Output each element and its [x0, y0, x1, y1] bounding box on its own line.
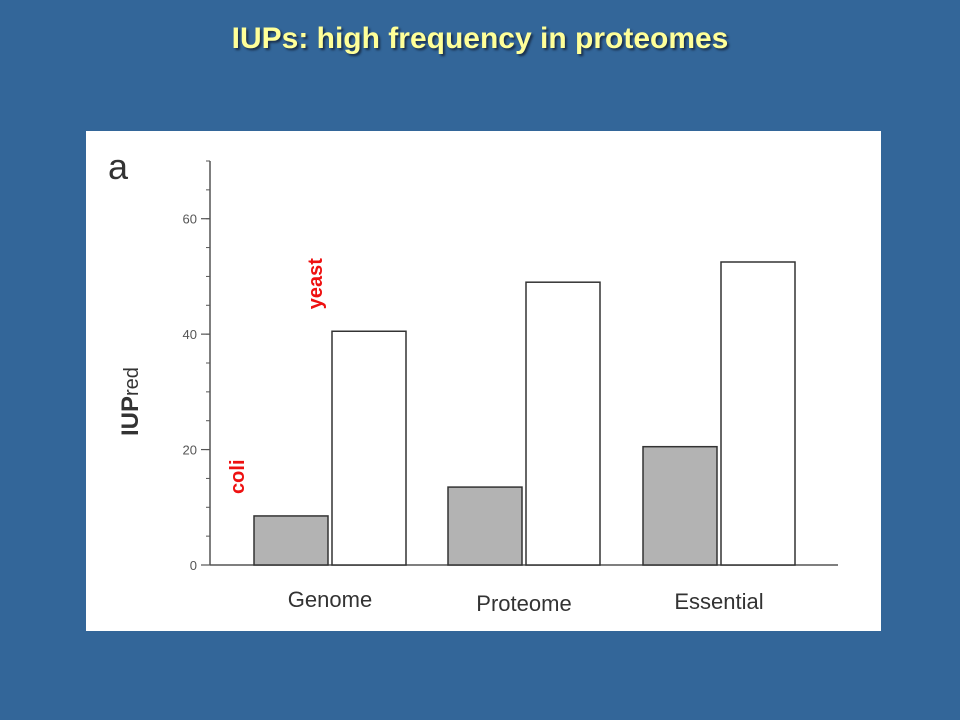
bar-coli-genome: [253, 515, 329, 566]
category-label-genome: Genome: [288, 587, 372, 612]
y-axis-label-main: IUP: [117, 396, 144, 436]
series-annotations: coli yeast: [227, 258, 327, 494]
slide-title: IUPs: high frequency in proteomes: [231, 22, 729, 55]
panel-label: a: [108, 146, 129, 187]
category-label-essential: Essential: [674, 589, 763, 614]
annotation-yeast: yeast: [305, 258, 327, 309]
y-ticks: 0 20 40 60: [183, 160, 210, 573]
bar-chart: a IUPred 0 20 40 60 Genome Proteome Essential…: [108, 146, 838, 616]
bars: [253, 261, 796, 566]
category-label-proteome: Proteome: [476, 591, 571, 616]
y-axis-label-sub: red: [121, 367, 143, 396]
y-tick-label: 60: [183, 212, 197, 227]
svg-text:IUPred: IUPred: [117, 367, 144, 436]
figure-panel: a IUPred 0 20 40 60 Genome Proteome Essential…: [86, 131, 881, 631]
y-axis-label: IUPred: [117, 367, 144, 436]
y-tick-label: 40: [183, 327, 197, 342]
bar-yeast-proteome: [525, 281, 601, 566]
annotation-coli: coli: [227, 459, 249, 493]
y-tick-label: 0: [190, 558, 197, 573]
bar-yeast-essential: [720, 261, 796, 566]
bar-coli-proteome: [447, 486, 523, 566]
y-tick-label: 20: [183, 443, 197, 458]
category-labels: Genome Proteome Essential: [288, 587, 764, 616]
bar-yeast-genome: [331, 330, 407, 566]
bar-coli-essential: [642, 445, 718, 566]
